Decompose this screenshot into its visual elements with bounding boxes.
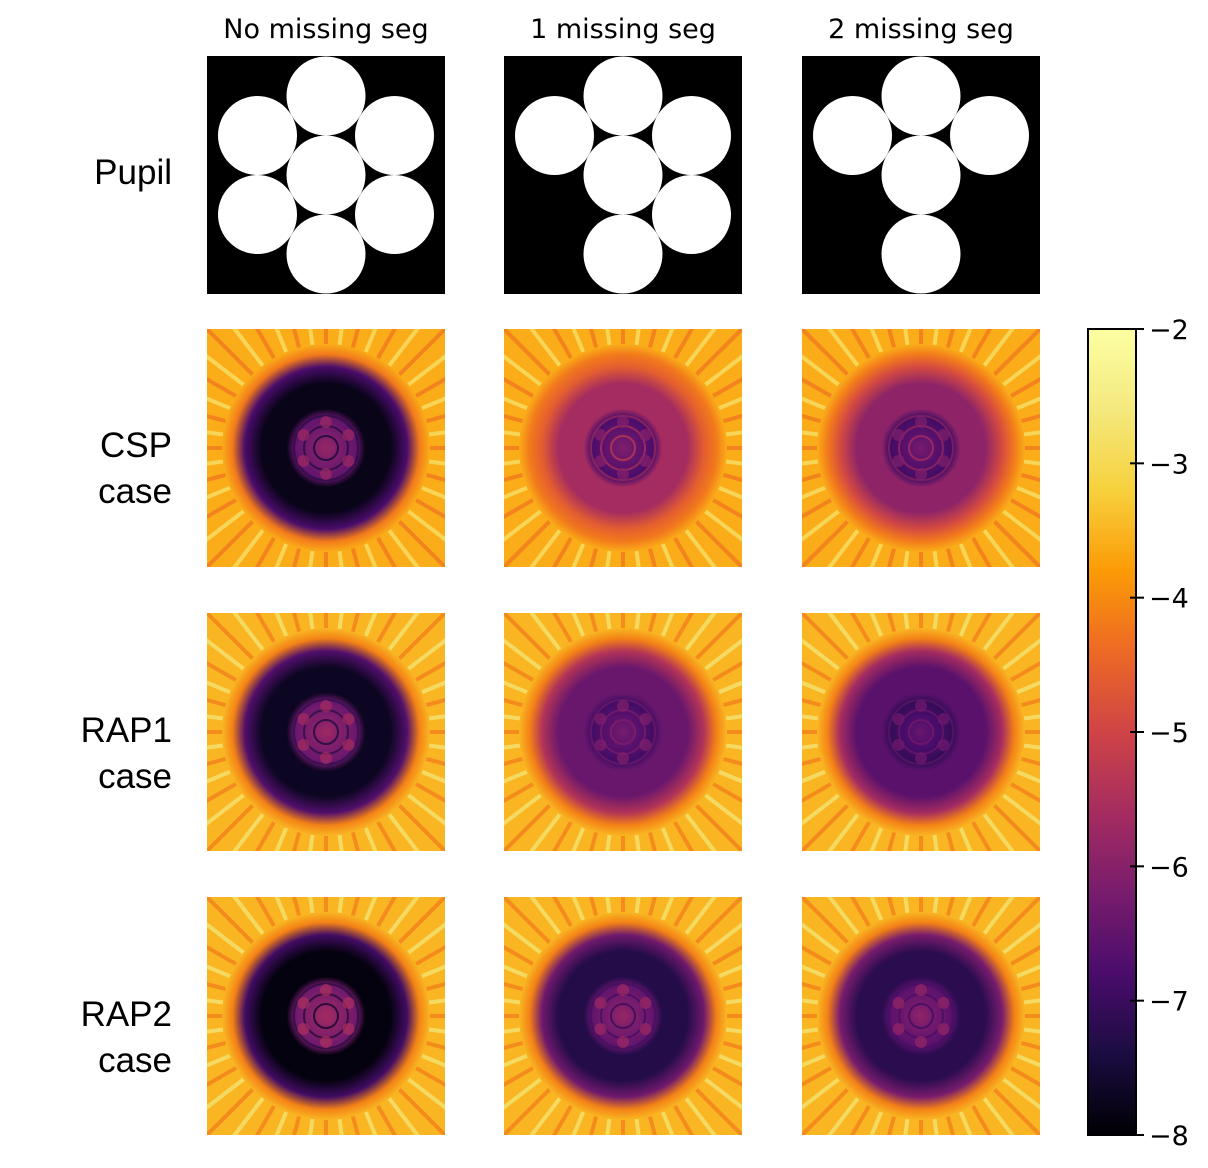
heatmap-spokes [207,329,445,567]
column-title-no-missing: No missing seg [223,14,429,45]
pupil-segment-7 [881,214,961,294]
heatmap-core-rings [590,415,656,481]
row-label-pupil: Pupil [94,150,172,196]
heatmap-core-rings [293,699,359,765]
heatmap-dark-zone [519,344,727,552]
heatmap-dark-zone [222,344,430,552]
pupil-segment-7 [286,214,366,294]
heatmap-core-rings [293,415,359,481]
heatmap-rap1-2-missing [802,613,1040,851]
row-label-csp-line2: case [98,472,172,511]
colorbar-tick-label: −8 [1149,1121,1189,1152]
pupil-segment-1 [881,56,961,136]
row-label-csp-line1: CSP [100,426,172,465]
pupil-segment-3 [355,96,434,175]
pupil-segment-5 [218,175,297,254]
heatmap-spokes [504,329,742,567]
row-label-rap1: RAP1 case [81,708,172,800]
pupil-segment-4 [583,135,663,215]
row-label-pupil-line1: Pupil [94,153,172,192]
colorbar-tick-label: −2 [1149,315,1189,346]
row-label-rap1-line2: case [98,757,172,796]
column-title-2-missing: 2 missing seg [828,14,1014,45]
heatmap-rap2-1-missing [504,897,742,1135]
heatmap-rap2-2-missing [802,897,1040,1135]
heatmap-dark-zone [519,628,727,836]
heatmap-spokes [802,613,1040,851]
colorbar-tick-label: −5 [1149,718,1189,749]
pupil-panel-2-missing [802,56,1040,294]
column-title-1-missing: 1 missing seg [530,14,716,45]
heatmap-spokes [802,897,1040,1135]
row-label-rap2-line1: RAP2 [80,995,172,1034]
pupil-segment-2 [218,96,297,175]
pupil-segment-7 [583,214,663,294]
heatmap-spokes [504,613,742,851]
pupil-panel-1-missing [504,56,742,294]
heatmap-core-rings [590,983,656,1049]
pupil-panel-no-missing [207,56,445,294]
heatmap-rap1-no-missing [207,613,445,851]
row-label-rap2-line2: case [98,1041,172,1080]
heatmap-dark-zone [817,344,1025,552]
pupil-segment-4 [286,135,366,215]
heatmap-dark-zone [817,628,1025,836]
pupil-segment-1 [286,56,366,136]
heatmap-dark-zone [222,628,430,836]
heatmap-core-rings [888,699,954,765]
row-label-csp: CSP case [98,423,172,515]
colorbar-tick-label: −4 [1149,584,1189,615]
row-label-rap1-line1: RAP1 [80,711,172,750]
heatmap-csp-no-missing [207,329,445,567]
pupil-segment-2 [515,96,594,175]
pupil-segment-4 [881,135,961,215]
pupil-segment-6 [355,175,434,254]
heatmap-core-rings [888,415,954,481]
colorbar-tick-label: −7 [1149,987,1189,1018]
heatmap-spokes [802,329,1040,567]
heatmap-csp-1-missing [504,329,742,567]
row-label-rap2: RAP2 case [81,992,172,1084]
pupil-segment-2 [813,96,892,175]
colorbar-tick-label: −6 [1149,852,1189,883]
heatmap-rap1-1-missing [504,613,742,851]
heatmap-spokes [207,897,445,1135]
heatmap-spokes [207,613,445,851]
pupil-segment-6 [652,175,731,254]
pupil-segment-1 [583,56,663,136]
heatmap-csp-2-missing [802,329,1040,567]
heatmap-dark-zone [817,912,1025,1120]
heatmap-rap2-no-missing [207,897,445,1135]
colorbar-tick-label: −3 [1149,449,1189,480]
colorbar: −2 −3 −4 −5 −6 −7 −8 [1087,315,1189,1152]
heatmap-dark-zone [222,912,430,1120]
heatmap-spokes [504,897,742,1135]
heatmap-dark-zone [519,912,727,1120]
heatmap-core-rings [590,699,656,765]
heatmap-core-rings [888,983,954,1049]
pupil-segment-3 [950,96,1029,175]
colorbar-gradient [1087,328,1137,1136]
heatmap-core-rings [293,983,359,1049]
pupil-segment-3 [652,96,731,175]
